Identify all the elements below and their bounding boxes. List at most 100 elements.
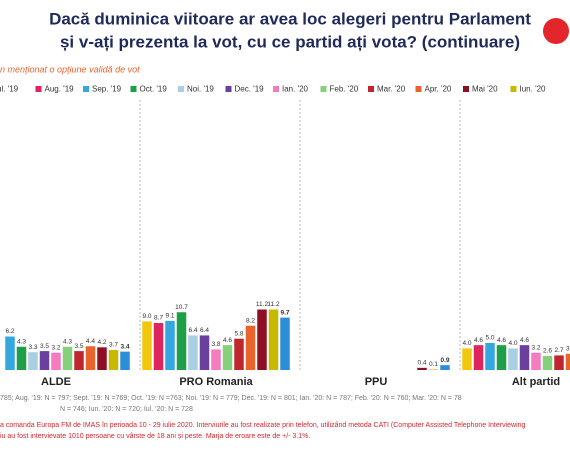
- bar: [142, 321, 152, 370]
- category-label: PPU: [365, 376, 388, 388]
- logo: [543, 18, 569, 44]
- value-label: 3.7: [109, 342, 118, 349]
- value-label: 2.7: [554, 347, 563, 354]
- value-label: 3.4: [120, 343, 129, 350]
- value-label: 9.0: [142, 313, 151, 320]
- value-label: 2.6: [543, 348, 552, 355]
- source: iu au fost intervievate 1010 persoane cu…: [0, 433, 310, 440]
- value-label: 3.5: [74, 343, 83, 350]
- bar: [85, 346, 96, 370]
- bar: [257, 309, 267, 370]
- bar: [51, 352, 61, 370]
- bar: [485, 343, 495, 370]
- note: N = 746; Iun. '20: N = 720; Iul. '20: N …: [60, 406, 193, 413]
- category-label: ALDE: [41, 376, 71, 388]
- value-label: 5.0: [485, 335, 494, 342]
- bar: [199, 335, 210, 370]
- legend-swatch: [130, 86, 137, 92]
- bar: [440, 365, 450, 370]
- value-label: 9.7: [280, 309, 289, 316]
- bar: [39, 351, 50, 370]
- bar: [417, 367, 427, 370]
- value-label: 4.3: [63, 338, 72, 345]
- value-label: 10.7: [175, 304, 188, 311]
- bar: [176, 312, 187, 370]
- value-label: 8.2: [246, 317, 255, 324]
- value-label: 9.1: [165, 313, 174, 320]
- bar: [28, 352, 38, 370]
- legend-swatch: [83, 86, 89, 92]
- legend-label: Feb. '20: [330, 85, 359, 94]
- value-label: 3.3: [28, 344, 37, 351]
- legend-swatch: [510, 86, 517, 92]
- legend-swatch: [35, 86, 42, 92]
- legend-swatch: [178, 86, 184, 92]
- value-label: 0.1: [429, 361, 438, 368]
- bar: [542, 355, 553, 370]
- bar: [508, 348, 518, 370]
- value-label: 3.2: [531, 344, 540, 351]
- value-label: 4.0: [508, 340, 517, 347]
- value-label: 8.7: [154, 315, 163, 322]
- bar: [188, 335, 198, 370]
- legend-label: Dec. '19: [235, 85, 265, 94]
- bar: [565, 353, 570, 370]
- value-label: 3.5: [40, 343, 49, 350]
- legend-label: Iun. '20: [520, 85, 547, 94]
- value-label: 3.0: [566, 346, 570, 353]
- value-label: 6.2: [5, 328, 14, 335]
- bar: [531, 352, 541, 370]
- legend-label: Aug. '19: [45, 85, 75, 94]
- note: 785; Aug. '19: N = 797; Sept. '19: N =76…: [0, 395, 462, 402]
- legend-label: Sep. '19: [92, 85, 122, 94]
- legend-label: Ian. '20: [282, 85, 309, 94]
- legend-label: Apr. '20: [425, 85, 452, 94]
- subtitle: n menționat o opțiune validă de vot: [0, 64, 140, 74]
- legend-swatch: [463, 86, 469, 92]
- legend-swatch: [273, 86, 279, 92]
- bar: [473, 345, 484, 370]
- value-label: 11.2: [267, 301, 280, 308]
- bar: [234, 338, 244, 370]
- bar: [16, 346, 27, 370]
- value-label: 6.4: [200, 327, 209, 334]
- value-label: 3.8: [211, 341, 220, 348]
- legend-label: Mar. '20: [377, 85, 406, 94]
- bar: [153, 323, 164, 370]
- value-label: 4.3: [17, 338, 26, 345]
- value-label: 0.9: [440, 357, 449, 364]
- chart-title: Dacă duminica viitoare ar avea loc alege…: [49, 9, 531, 28]
- value-label: 0.4: [417, 360, 426, 367]
- value-label: 11.2: [256, 301, 269, 308]
- bar: [496, 345, 507, 370]
- bar: [165, 320, 175, 370]
- legend-label: Oct. '19: [140, 85, 168, 94]
- bar: [120, 351, 130, 370]
- value-label: 4.6: [223, 337, 232, 344]
- legend-swatch: [320, 86, 327, 92]
- bar: [222, 345, 233, 370]
- bar: [554, 355, 564, 370]
- source: a comanda Europa FM de IMAS în perioada …: [0, 422, 526, 429]
- value-label: 4.6: [474, 337, 483, 344]
- bar: [108, 350, 119, 370]
- category-label: PRO Romania: [179, 376, 253, 388]
- value-label: 3.2: [51, 344, 60, 351]
- category-label: Alt partid: [512, 376, 560, 388]
- bar: [280, 317, 290, 370]
- legend-label: ul. '19: [0, 85, 19, 94]
- bar: [97, 347, 107, 370]
- bar: [462, 348, 472, 370]
- bar: [62, 346, 73, 370]
- legend-label: Noi. '19: [187, 85, 214, 94]
- legend-swatch: [225, 86, 232, 92]
- value-label: 6.4: [188, 327, 197, 334]
- legend-label: Mai '20: [472, 85, 498, 94]
- bar: [519, 345, 530, 370]
- value-label: 4.6: [497, 337, 506, 344]
- value-label: 5.8: [234, 330, 243, 337]
- bar: [74, 351, 84, 370]
- bar: [211, 349, 221, 370]
- bar: [245, 325, 256, 370]
